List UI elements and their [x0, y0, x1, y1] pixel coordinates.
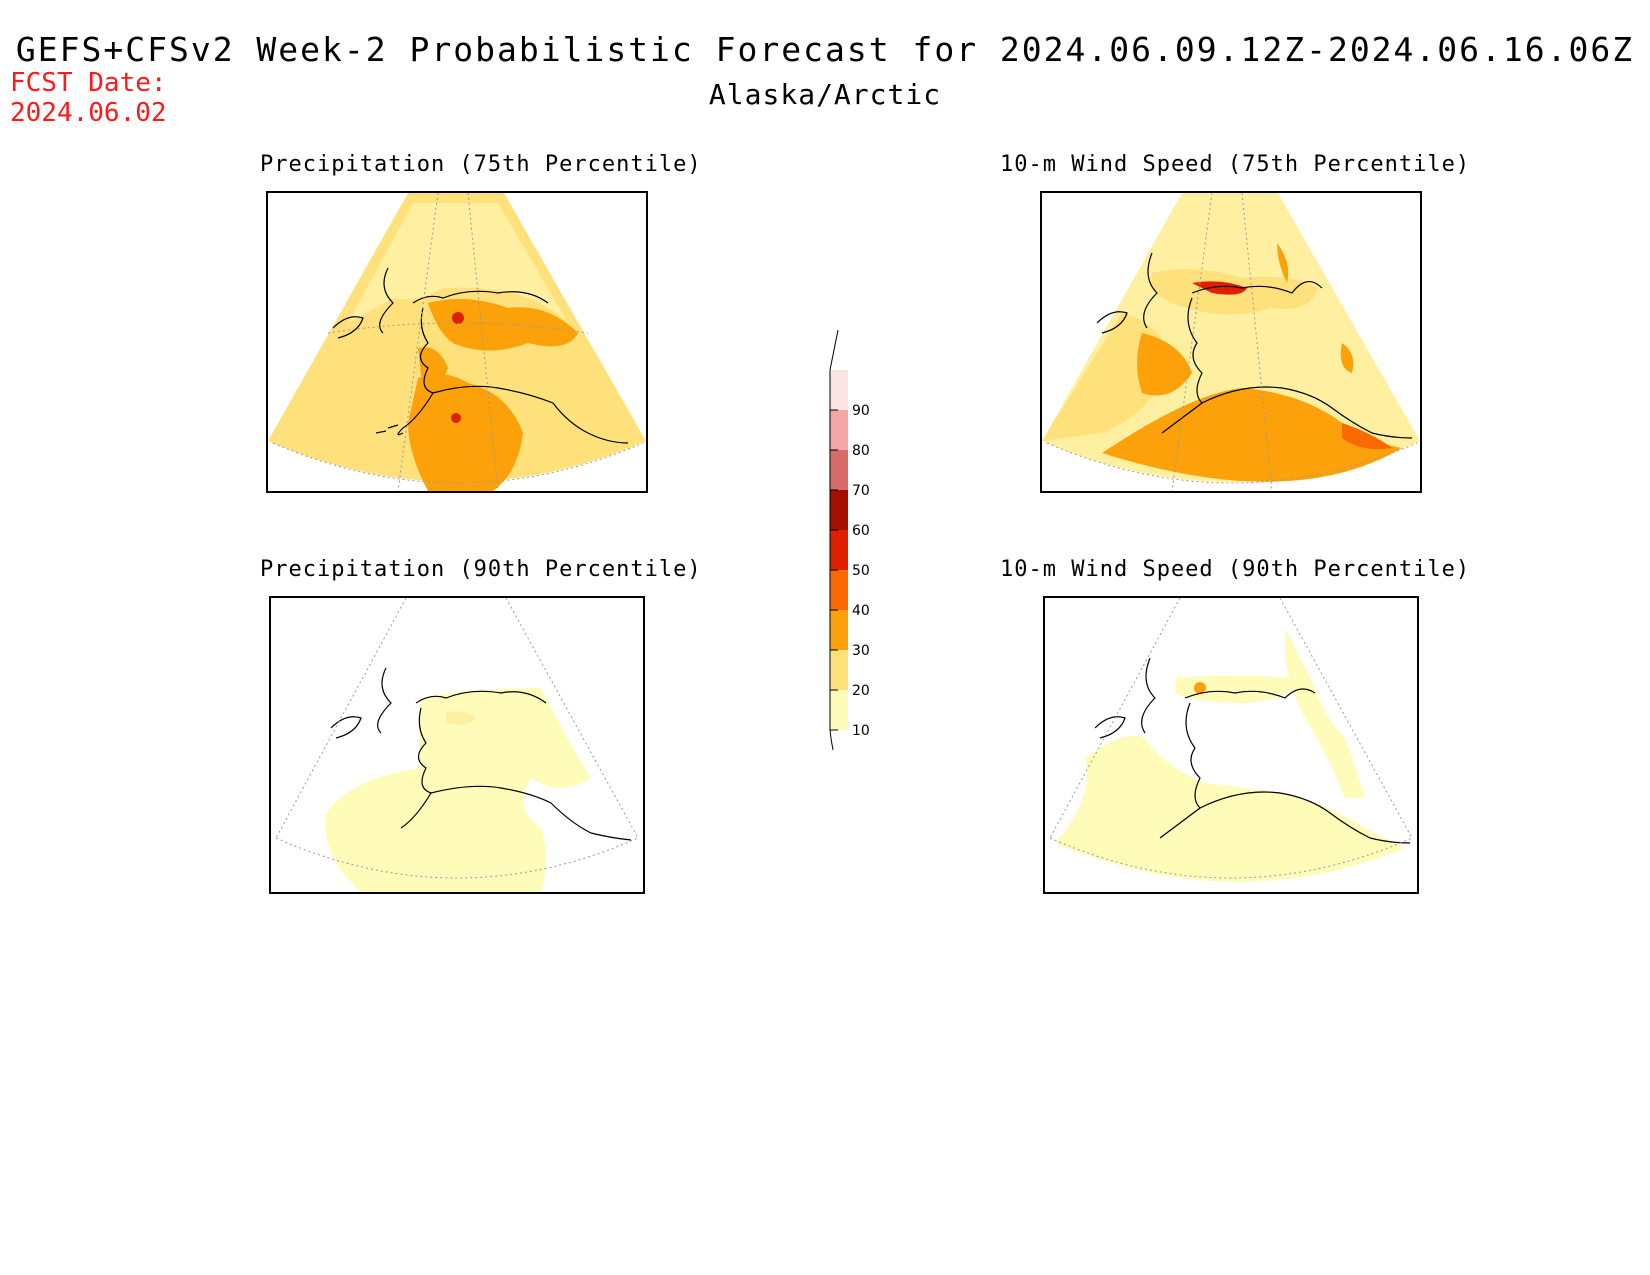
colorbar-tick-label: 70 [852, 483, 870, 499]
panel-title-precip90: Precipitation (90th Percentile) [260, 557, 702, 582]
colorbar-swatch [830, 610, 848, 650]
colorbar-swatch [830, 490, 848, 530]
colorbar-swatch [830, 410, 848, 450]
colorbar-swatch [830, 690, 848, 730]
colorbar-swatch [830, 570, 848, 610]
map-wind90 [1043, 596, 1419, 894]
colorbar-tick-label: 60 [852, 523, 870, 539]
fcst-label: FCST Date: [10, 68, 167, 98]
colorbar-swatch [830, 650, 848, 690]
colorbar-tick-label: 10 [852, 723, 870, 739]
forecast-date: FCST Date: 2024.06.02 [10, 68, 167, 128]
colorbar-tick-label: 20 [852, 683, 870, 699]
map-precip75 [266, 191, 648, 493]
colorbar-tick-label: 50 [852, 563, 870, 579]
map-wind75 [1040, 191, 1422, 493]
colorbar-tick-label: 80 [852, 443, 870, 459]
colorbar-swatch [830, 530, 848, 570]
colorbar-tick-label: 30 [852, 643, 870, 659]
panel-title-wind75: 10-m Wind Speed (75th Percentile) [1000, 152, 1471, 177]
map-precip90 [269, 596, 645, 894]
colorbar-top-tip [829, 329, 839, 371]
colorbar-swatch [830, 450, 848, 490]
colorbar-tick-label: 90 [852, 403, 870, 419]
colorbar-tick-label: 40 [852, 603, 870, 619]
colorbar: 10 20 30 40 50 60 70 80 90 [820, 329, 940, 771]
panel-title-precip75: Precipitation (75th Percentile) [260, 152, 702, 177]
panel-title-wind90: 10-m Wind Speed (90th Percentile) [1000, 557, 1471, 582]
colorbar-swatch [830, 370, 848, 410]
region-subtitle: Alaska/Arctic [708, 78, 942, 111]
fcst-date-value: 2024.06.02 [10, 98, 167, 128]
title-text: GEFS+CFSv2 Week-2 Probabilistic Forecast… [15, 30, 1635, 69]
colorbar-svg: 10 20 30 40 50 60 70 80 90 [829, 329, 870, 771]
chart-title: GEFS+CFSv2 Week-2 Probabilistic Forecast… [0, 30, 1650, 69]
colorbar-bottom-tip [829, 729, 839, 771]
